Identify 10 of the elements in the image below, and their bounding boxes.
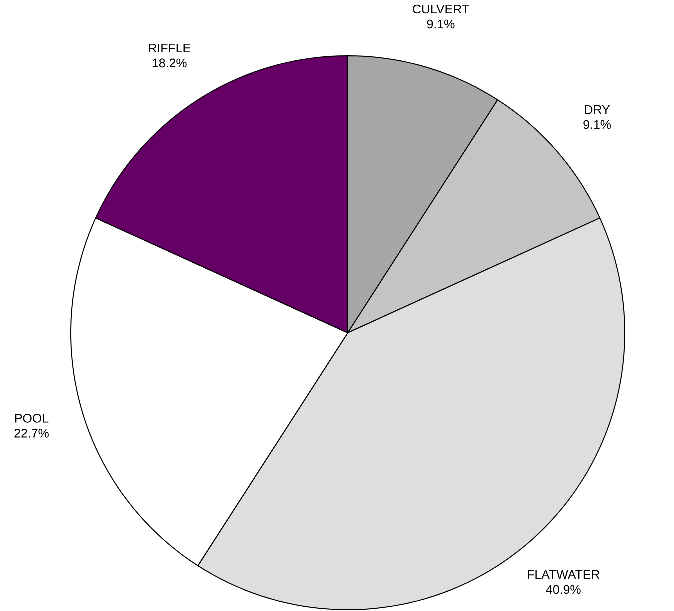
data-label: 9.1% bbox=[584, 120, 612, 130]
data-label: 40.9% bbox=[546, 585, 581, 594]
slice-label: CULVERT bbox=[413, 4, 470, 14]
data-label: 18.2% bbox=[152, 58, 187, 68]
slice-label: FLATWATER bbox=[528, 570, 600, 580]
slice-label: POOL bbox=[15, 414, 49, 423]
slice-label: RIFFLE bbox=[149, 44, 191, 53]
slice-label: DRY bbox=[585, 106, 610, 114]
data-label: 9.1% bbox=[427, 20, 455, 29]
data-label: 22.7% bbox=[14, 429, 49, 438]
